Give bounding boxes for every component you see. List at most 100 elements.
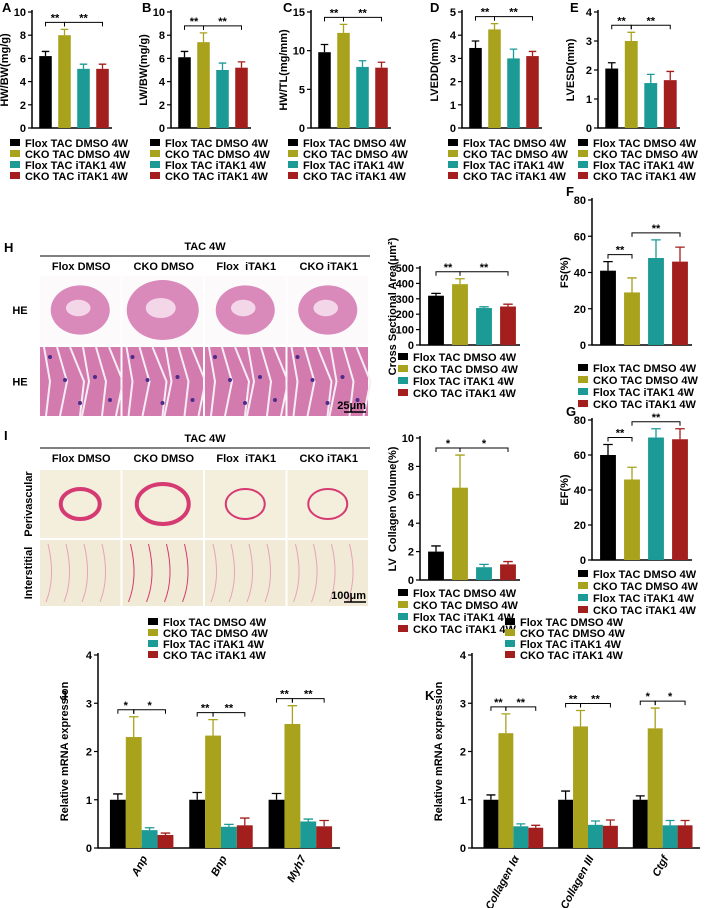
error-bar: [576, 709, 586, 727]
error-bar: [160, 832, 171, 835]
legend-swatch: [398, 613, 408, 620]
collagen: [347, 543, 354, 603]
y-tick-label: 4: [86, 650, 93, 662]
legend-swatch: [578, 150, 588, 157]
collagen: [63, 543, 70, 603]
legend-label: CKO TAC DMSO 4W: [303, 149, 409, 161]
legend-label: Flox TAC DMSO 4W: [413, 352, 517, 364]
y-tick-label: 4: [20, 77, 27, 89]
error-bar: [635, 795, 645, 800]
error-bar: [479, 563, 489, 568]
nucleus: [258, 375, 262, 379]
legend-swatch: [398, 625, 408, 632]
significance-label: **: [218, 16, 227, 28]
legend-swatch: [505, 629, 515, 636]
bar: [318, 52, 331, 128]
legend-swatch: [148, 640, 158, 647]
bar: [528, 827, 544, 848]
panel-label: K: [425, 688, 435, 703]
vessel: [134, 482, 191, 526]
legend-swatch: [150, 139, 160, 146]
y-tick-label: 80: [574, 195, 586, 207]
bar: [672, 439, 688, 560]
significance-bracket: [133, 709, 166, 714]
legend-label: Flox TAC iTAK1 4W: [413, 612, 515, 624]
y-tick-label: 1: [586, 94, 592, 106]
y-tick-label: 8: [159, 30, 165, 42]
collagen: [182, 543, 189, 603]
legend-swatch: [10, 139, 20, 146]
legend-label: CKO TAC DMSO 4W: [163, 628, 269, 640]
nucleus: [355, 398, 360, 402]
bar: [588, 824, 603, 848]
error-bar: [516, 823, 526, 827]
y-tick-label: 10: [153, 7, 165, 19]
significance-label: **: [591, 693, 600, 705]
legend-swatch: [578, 376, 588, 383]
legend-label: Flox TAC iTAK1 4W: [593, 387, 695, 399]
nucleus: [160, 401, 165, 405]
legend-swatch: [578, 400, 588, 407]
legend-label: CKO TAC DMSO 4W: [593, 149, 699, 161]
significance-bracket: [654, 700, 686, 706]
image-title: TAC 4W: [184, 241, 226, 253]
error-bar: [603, 443, 613, 455]
collagen: [228, 543, 235, 603]
bar: [428, 551, 444, 580]
legend-label: Flox TAC DMSO 4W: [593, 363, 697, 375]
y-tick-label: 0: [299, 123, 305, 135]
y-tick-label: 0: [408, 575, 414, 587]
collagen: [246, 543, 253, 603]
column-label: CKO iTAK1: [300, 453, 358, 465]
bar: [573, 726, 588, 848]
bar: [500, 306, 516, 345]
significance-bracket: [631, 232, 681, 237]
bar: [141, 830, 158, 848]
tissue-lumen: [65, 299, 91, 317]
significance-bracket: [607, 254, 633, 259]
legend-swatch: [578, 594, 588, 601]
legend-label: CKO TAC DMSO 4W: [593, 581, 699, 593]
bar: [600, 455, 616, 560]
y-tick-label: 2: [20, 100, 26, 112]
legend-swatch: [148, 651, 158, 658]
nucleus: [325, 401, 330, 405]
y-tick-label: 400: [396, 278, 414, 290]
y-tick-label: 1: [450, 100, 456, 112]
y-tick-label: 5: [299, 84, 305, 96]
y-tick-label: 0: [580, 340, 586, 352]
error-bar: [651, 239, 661, 258]
y-axis-label: Relative mRNA expression: [59, 681, 71, 821]
legend-swatch: [578, 364, 588, 371]
panel-label: B: [142, 0, 151, 15]
bar: [337, 32, 350, 128]
significance-bracket: [212, 712, 246, 717]
bar: [157, 834, 174, 848]
image-title: TAC 4W: [184, 433, 226, 445]
legend-swatch: [398, 601, 408, 608]
legend-label: Flox TAC DMSO 4W: [165, 138, 269, 150]
tissue-gap: [208, 346, 217, 417]
y-axis-label: EF(%): [559, 474, 571, 506]
y-axis-label: Cross Sectional Area(μm²): [387, 237, 399, 375]
nucleus: [243, 401, 247, 405]
legend-swatch: [398, 377, 408, 384]
row-label: Perivascular: [23, 471, 35, 537]
y-tick-label: 3: [460, 698, 466, 710]
legend-swatch: [448, 139, 458, 146]
error-bar: [531, 824, 541, 828]
significance-label: **: [652, 412, 661, 424]
y-tick-label: 80: [574, 415, 586, 427]
y-tick-label: 8: [20, 30, 26, 42]
collagen: [81, 543, 88, 603]
bar: [221, 826, 237, 848]
tissue-lumen: [230, 299, 256, 317]
histology-image: [205, 540, 286, 606]
significance-bracket: [459, 447, 509, 453]
y-tick-label: 60: [574, 450, 586, 462]
legend-label: Flox TAC iTAK1 4W: [165, 160, 267, 172]
legend-label: CKO TAC iTAK1 4W: [303, 171, 406, 183]
scale-label: 100μm: [331, 590, 366, 602]
bar: [452, 487, 468, 580]
histology-image: [40, 540, 121, 606]
